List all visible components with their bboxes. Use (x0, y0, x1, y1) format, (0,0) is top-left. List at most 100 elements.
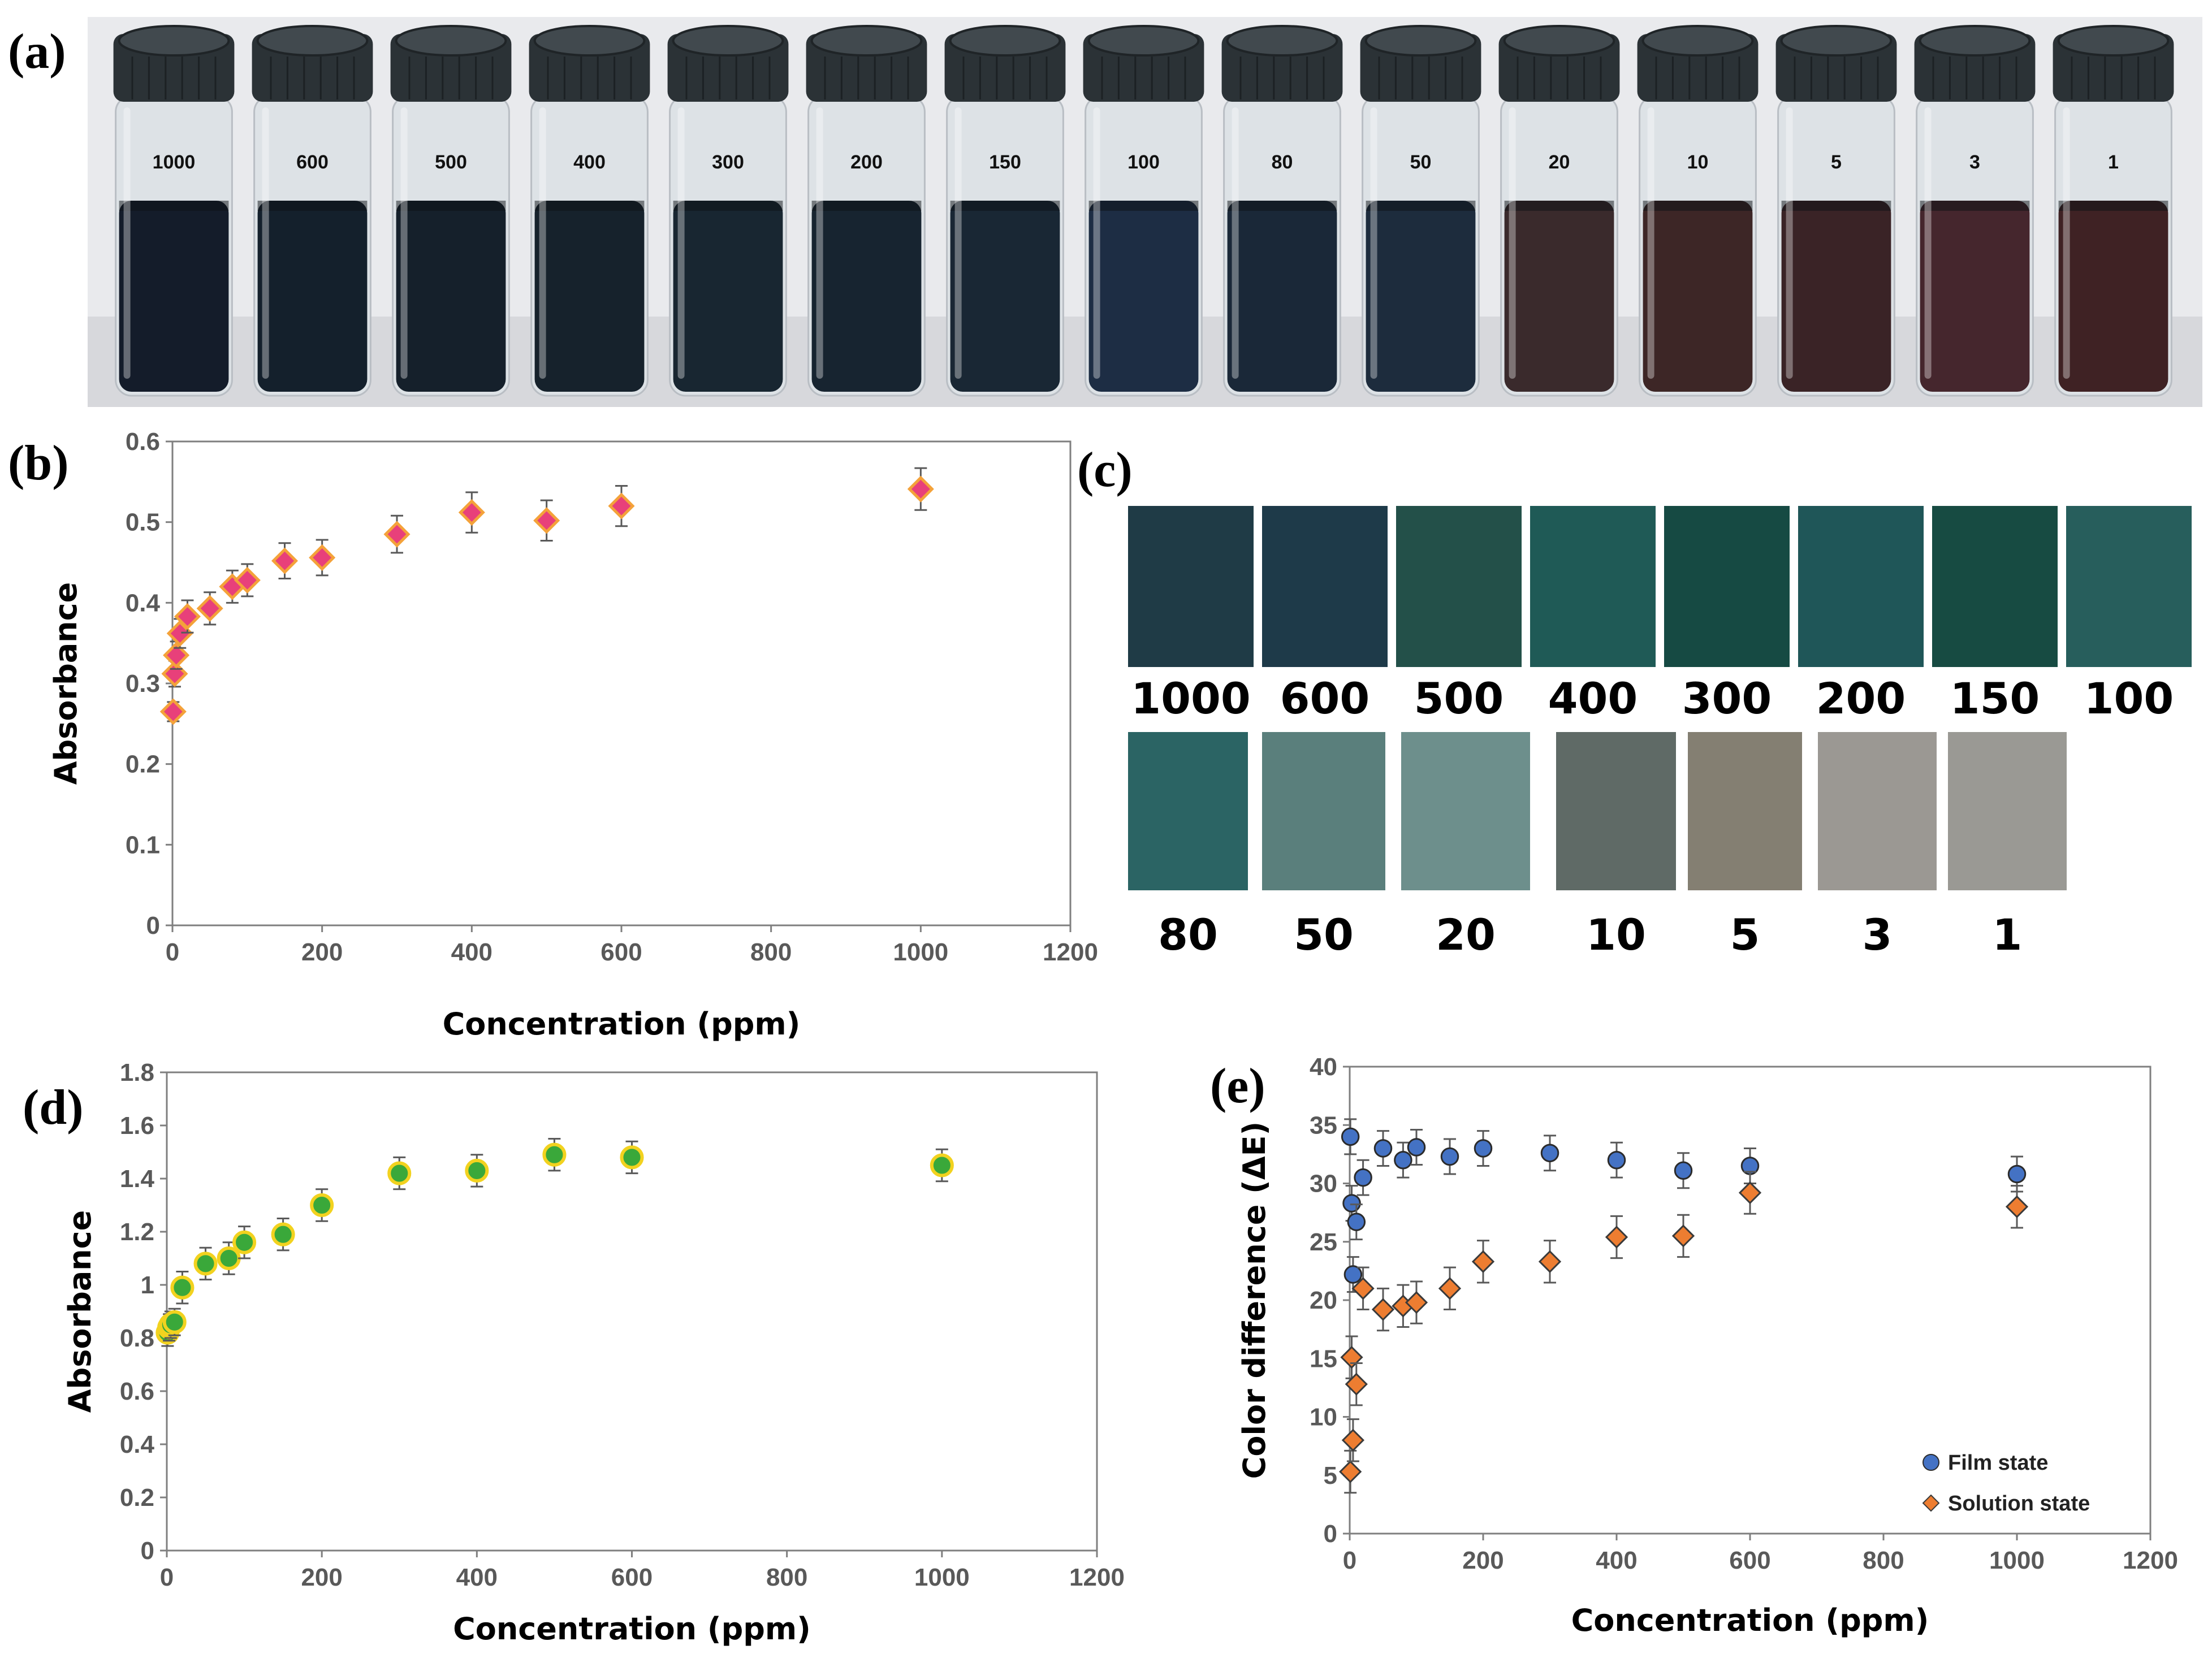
vial-highlight (123, 107, 131, 379)
x-axis-label: Concentration (ppm) (443, 1006, 801, 1042)
y-tick-label: 0.8 (120, 1324, 154, 1352)
swatch-label: 10 (1586, 910, 1646, 960)
y-tick-label: 10 (1310, 1404, 1337, 1431)
data-point (271, 1222, 295, 1246)
y-tick-label: 25 (1310, 1228, 1337, 1256)
data-point (1371, 1298, 1395, 1321)
panel-label-d: (d) (23, 1080, 84, 1135)
swatch-square (1556, 732, 1676, 890)
swatch-10: 10 (1556, 732, 1676, 960)
swatch-row-1: 1000 600 500 400 300 200 150 100 (1128, 506, 2192, 724)
vial-cap-top (1087, 25, 1200, 57)
vial-liquid (950, 201, 1060, 392)
legend-marker (1922, 1494, 1940, 1512)
vial-meniscus (1366, 201, 1476, 211)
swatch-label: 20 (1436, 910, 1496, 960)
swatch-label: 600 (1280, 673, 1370, 724)
vial-meniscus (1643, 201, 1753, 211)
data-point (1471, 1250, 1495, 1273)
series-solution-state (1339, 1171, 2029, 1494)
vial-meniscus (1227, 201, 1337, 211)
swatch-square (1664, 506, 1790, 667)
swatch-label: 5 (1730, 910, 1760, 960)
swatch-square (1396, 506, 1522, 667)
vial-liquid (673, 201, 783, 392)
vial-label: 100 (1127, 151, 1160, 173)
swatch-square (1262, 732, 1385, 890)
swatch-50: 50 (1262, 732, 1385, 960)
y-axis-label: Absorbance (48, 582, 84, 785)
legend-label: Film state (1948, 1451, 2048, 1475)
vial-label: 200 (850, 151, 883, 173)
series-absorbance (159, 467, 934, 725)
x-tick-label: 1200 (1069, 1564, 1125, 1591)
data-point (170, 1275, 195, 1300)
data-point (1373, 1139, 1393, 1158)
data-point (1538, 1250, 1562, 1273)
data-point (2007, 1164, 2027, 1184)
vial-liquid (2058, 201, 2168, 392)
vial-meniscus (1920, 201, 2030, 211)
swatch-square (1798, 506, 1924, 667)
y-tick-label: 40 (1310, 1053, 1337, 1081)
data-point (533, 507, 560, 534)
x-tick-label: 800 (750, 938, 792, 966)
data-point (1607, 1150, 1626, 1170)
vial-liquid (1227, 201, 1337, 392)
swatch-square (2066, 506, 2192, 667)
y-tick-label: 0.2 (120, 1484, 154, 1512)
vial-cap-top (2057, 25, 2170, 57)
data-point (1605, 1226, 1628, 1249)
x-tick-label: 1000 (914, 1564, 970, 1591)
vial-row: 1000 600 500 400 300 200 150 100 80 50 20 10 5 3 1 (113, 25, 2174, 397)
swatch-600: 600 (1262, 506, 1388, 724)
data-point (159, 698, 187, 725)
vial-highlight (1509, 107, 1516, 379)
vial-label: 1 (2108, 151, 2119, 173)
swatch-20: 20 (1401, 732, 1530, 960)
y-tick-label: 20 (1310, 1287, 1337, 1314)
vial-500: 500 (390, 25, 512, 397)
y-tick-label: 1.2 (120, 1218, 154, 1246)
vial-label: 5 (1831, 151, 1842, 173)
vial-cap-top (395, 25, 507, 57)
swatch-square (1688, 732, 1802, 890)
y-tick-label: 0.3 (126, 670, 160, 698)
swatch-label: 1000 (1131, 673, 1251, 724)
x-tick-label: 800 (766, 1564, 807, 1591)
y-axis-label: Absorbance (62, 1210, 98, 1413)
swatch-square (1262, 506, 1388, 667)
panel-label-b: (b) (8, 436, 69, 491)
vial-label: 500 (435, 151, 467, 173)
data-point (1347, 1213, 1366, 1231)
swatch-1000: 1000 (1128, 506, 1254, 724)
data-point (458, 499, 485, 526)
x-tick-label: 1000 (1989, 1547, 2045, 1574)
data-point (387, 1161, 412, 1185)
swatch-label: 1 (1993, 910, 2023, 960)
vial-80: 80 (1221, 25, 1343, 397)
y-tick-label: 1 (141, 1271, 154, 1299)
swatch-3: 3 (1818, 732, 1937, 960)
panel-b-absorbance-chart: 0 200 400 600 800 1000 1200 0 0.1 0.2 0.3 0.4 0.5 0.6… (48, 428, 1098, 1042)
x-tick-label: 600 (1729, 1547, 1770, 1574)
vial-600: 600 (252, 25, 373, 397)
data-point (1474, 1139, 1493, 1158)
data-point (1405, 1291, 1428, 1314)
vial-liquid (396, 201, 506, 392)
data-point (930, 1153, 954, 1177)
data-point (542, 1142, 567, 1167)
vial-cap-top (672, 25, 784, 57)
y-tick-label: 0 (1324, 1520, 1337, 1548)
x-tick-label: 1000 (893, 938, 948, 966)
swatch-80: 80 (1128, 732, 1248, 960)
data-point (1540, 1144, 1559, 1163)
x-tick-label: 0 (160, 1564, 174, 1591)
vial-label: 1000 (153, 151, 196, 173)
vial-1: 1 (2053, 25, 2174, 397)
panel-label-c: (c) (1077, 443, 1133, 497)
data-point (383, 521, 411, 548)
data-point (217, 1246, 241, 1271)
y-tick-label: 0.1 (126, 831, 160, 859)
series-absorbance (155, 1138, 954, 1347)
